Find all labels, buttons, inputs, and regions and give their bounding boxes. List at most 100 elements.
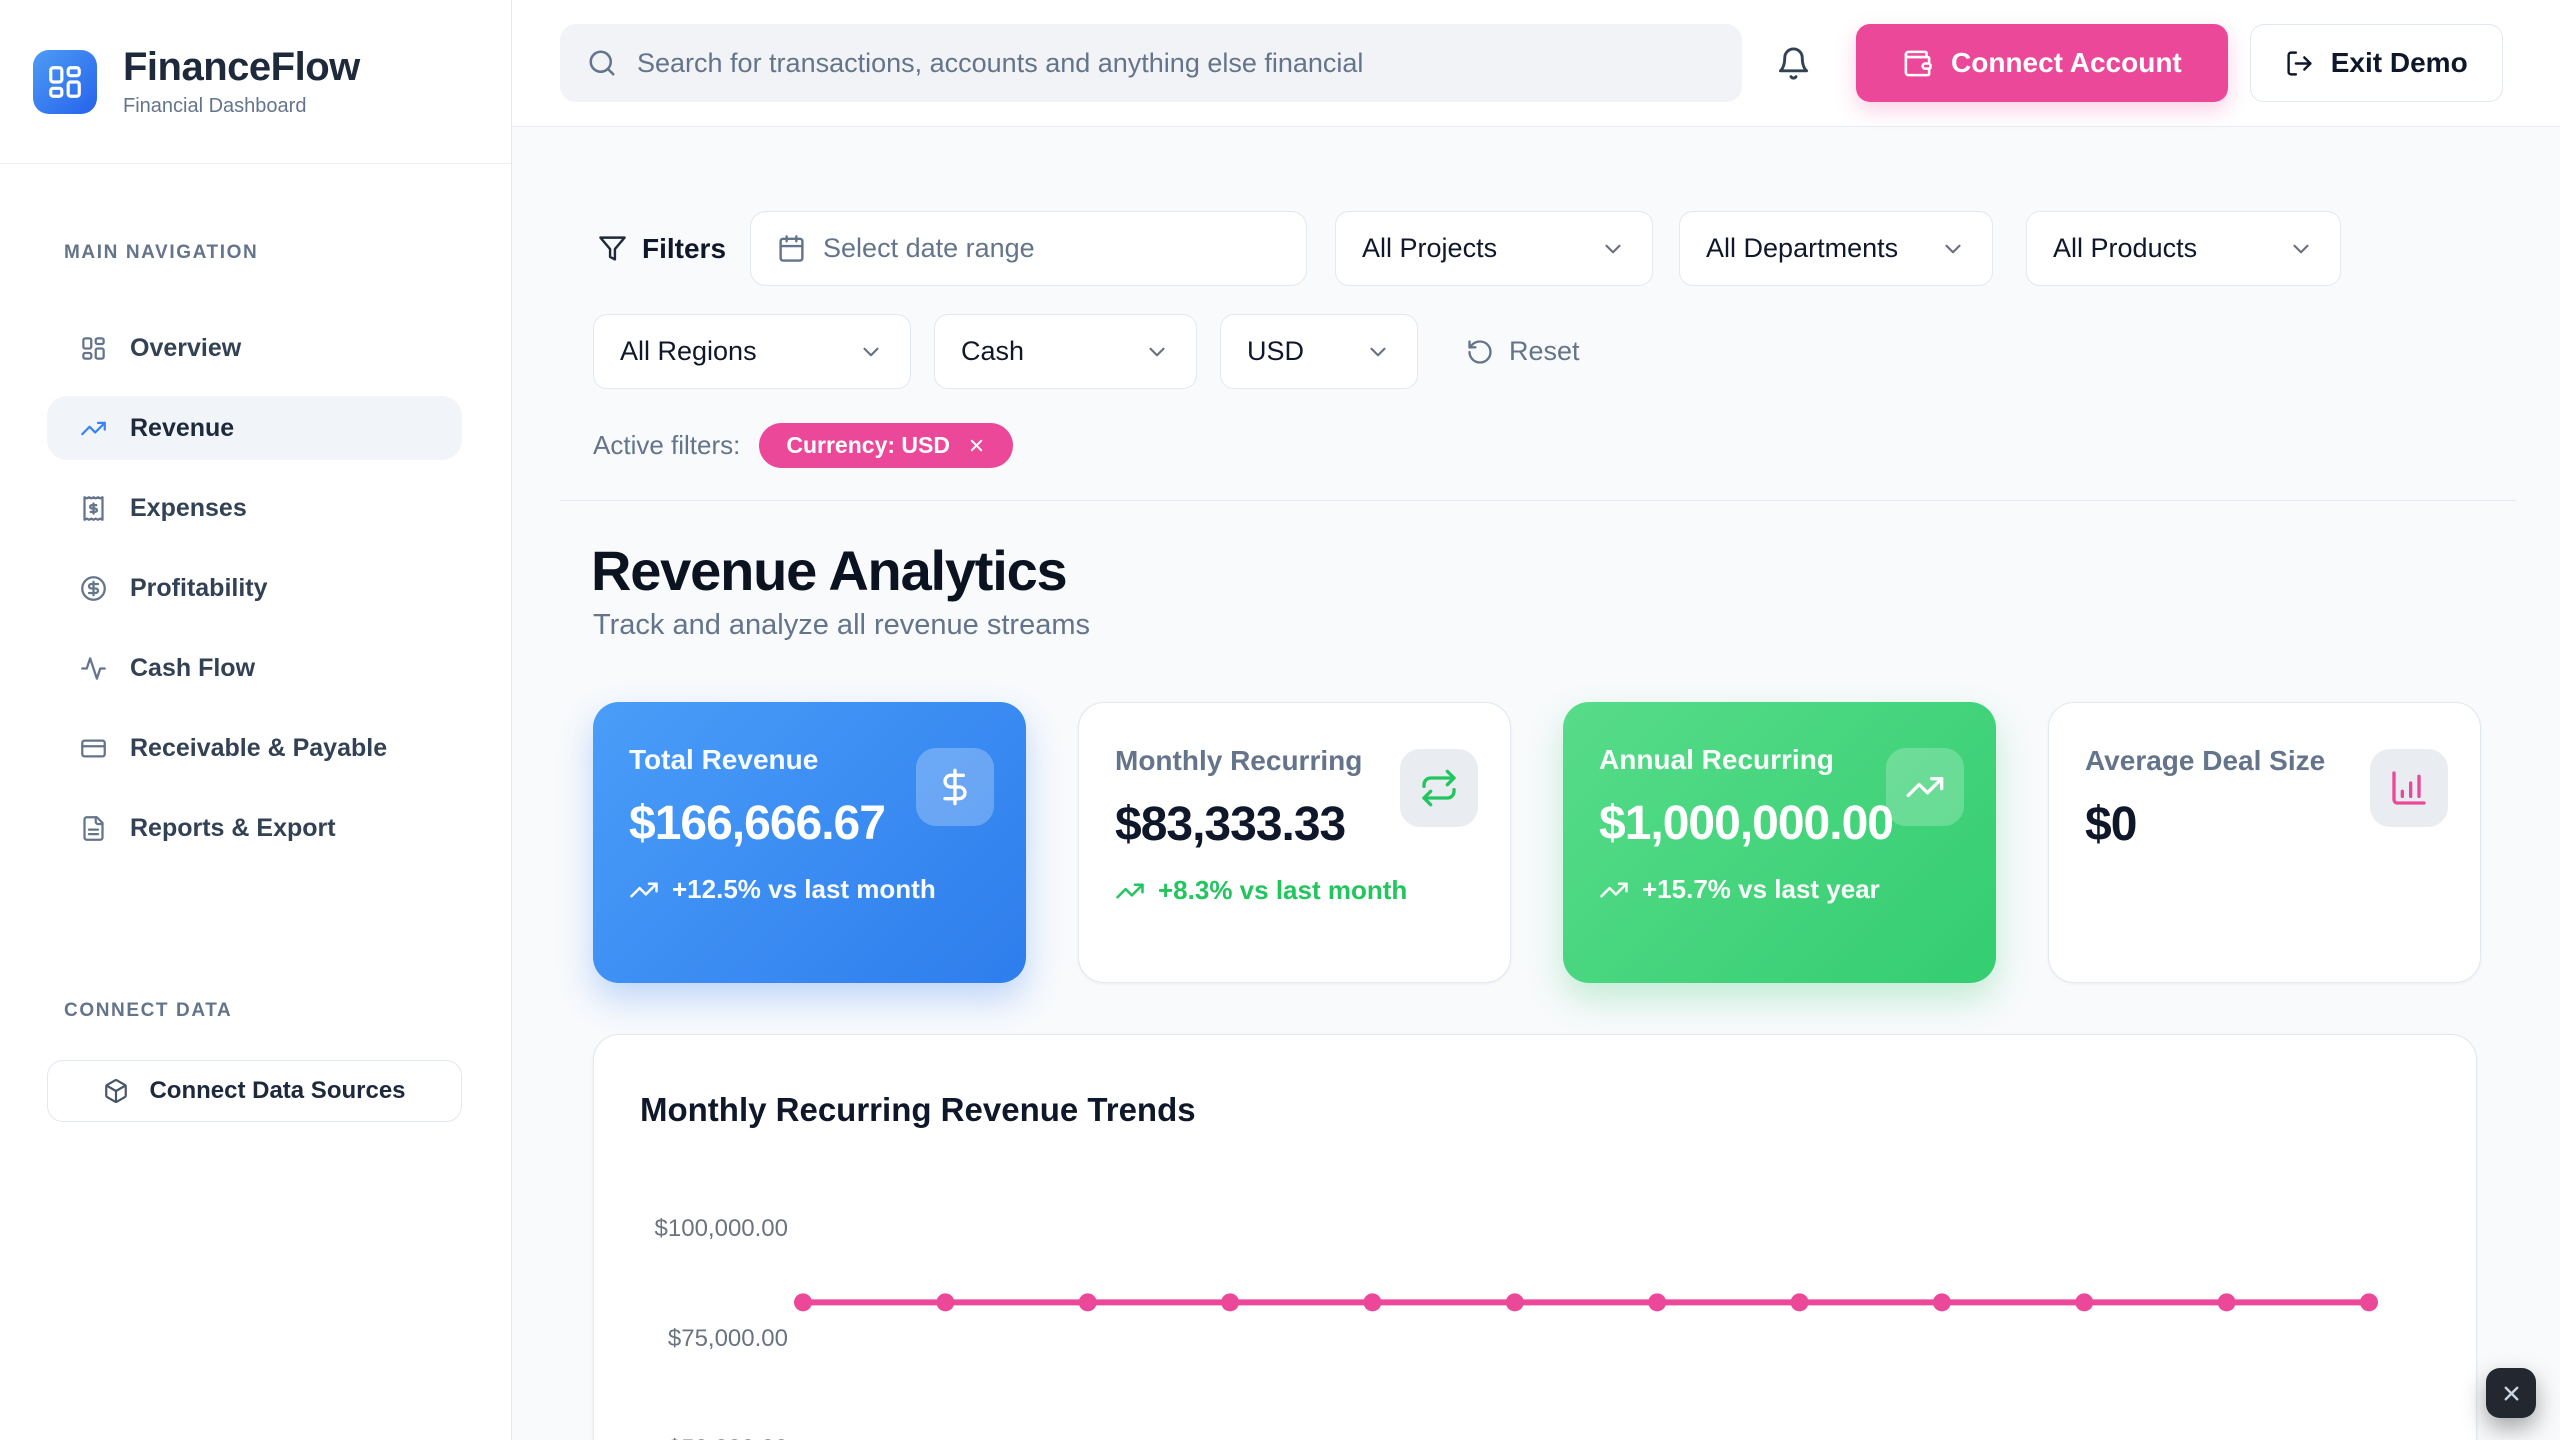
date-range-field bbox=[750, 211, 1308, 286]
projects-filter-value: All Projects bbox=[1362, 233, 1498, 263]
data-point[interactable] bbox=[936, 1293, 955, 1312]
filters-label: Filters bbox=[642, 232, 727, 264]
wallet-icon bbox=[1904, 50, 1932, 76]
projects-filter-select[interactable]: All Projects bbox=[1335, 211, 1654, 286]
data-point[interactable] bbox=[2360, 1293, 2378, 1312]
package-icon bbox=[105, 1079, 128, 1103]
calendar-icon bbox=[779, 235, 804, 262]
sidebar-item-expenses[interactable]: Expenses bbox=[47, 476, 462, 540]
sidebar-item-revenue[interactable]: Revenue bbox=[47, 396, 462, 460]
stat-cards-row: Total Revenue $166,666.67 +12.5% vs last… bbox=[593, 702, 2516, 984]
regions-filter-select[interactable]: All Regions bbox=[593, 314, 911, 389]
sidebar-item-label: Reports & Export bbox=[130, 813, 336, 842]
page-subtitle: Track and analyze all revenue streams bbox=[593, 609, 1090, 642]
reset-filters-button[interactable]: Reset bbox=[1466, 336, 1580, 367]
chevron-down-icon bbox=[1370, 347, 1386, 356]
bar-chart-icon bbox=[2370, 749, 2448, 828]
chevron-down-icon bbox=[2293, 244, 2309, 253]
currency-filter-select[interactable]: USD bbox=[1220, 314, 1418, 389]
notifications-button[interactable] bbox=[1768, 38, 1818, 88]
products-filter-select[interactable]: All Products bbox=[2026, 211, 2342, 286]
method-filter-select[interactable]: Cash bbox=[934, 314, 1197, 389]
close-icon bbox=[2504, 1386, 2518, 1400]
sidebar-item-cash-flow[interactable]: Cash Flow bbox=[47, 636, 462, 700]
sidebar-item-label: Overview bbox=[130, 333, 242, 362]
top-bar: Connect Account Exit Demo bbox=[512, 0, 2560, 127]
stat-card-total-revenue: Total Revenue $166,666.67 +12.5% vs last… bbox=[593, 702, 1026, 984]
products-filter-value: All Products bbox=[2053, 233, 2198, 263]
data-point[interactable] bbox=[1932, 1293, 1951, 1312]
sidebar-item-receivable-payable[interactable]: Receivable & Payable bbox=[47, 716, 462, 780]
exit-demo-button[interactable]: Exit Demo bbox=[2249, 24, 2503, 102]
chip-label: Currency: USD bbox=[786, 432, 950, 458]
rotate-ccw-icon bbox=[1468, 339, 1492, 364]
app-title: FinanceFlow bbox=[123, 45, 360, 89]
main-navigation: Overview Revenue Expenses Profitability … bbox=[0, 316, 511, 860]
connect-account-label: Connect Account bbox=[1951, 47, 2182, 78]
section-divider bbox=[560, 500, 2516, 501]
chevron-down-icon bbox=[1605, 244, 1621, 253]
app-logo-icon bbox=[33, 49, 97, 114]
stat-card-monthly-recurring: Monthly Recurring $83,333.33 +8.3% vs la… bbox=[1078, 702, 1511, 984]
data-point[interactable] bbox=[1078, 1293, 1097, 1312]
brand: FinanceFlow Financial Dashboard bbox=[0, 0, 511, 164]
search-bar bbox=[560, 24, 1742, 102]
date-range-input[interactable] bbox=[823, 233, 1281, 264]
active-filters-row: Active filters: Currency: USD bbox=[593, 423, 2516, 468]
data-point[interactable] bbox=[2217, 1293, 2236, 1312]
repeat-icon bbox=[1400, 749, 1478, 828]
filters-header: Filters bbox=[598, 233, 726, 265]
sidebar: FinanceFlow Financial Dashboard MAIN NAV… bbox=[0, 0, 512, 1440]
stat-card-value: $0 bbox=[2085, 798, 2137, 852]
active-filter-chip[interactable]: Currency: USD bbox=[759, 423, 1013, 468]
sidebar-item-reports-export[interactable]: Reports & Export bbox=[47, 796, 462, 860]
currency-filter-value: USD bbox=[1247, 336, 1305, 366]
data-point[interactable] bbox=[1505, 1293, 1524, 1312]
exit-demo-label: Exit Demo bbox=[2330, 47, 2468, 78]
data-point[interactable] bbox=[1221, 1293, 1240, 1312]
stat-card-change: +12.5% vs last month bbox=[629, 873, 990, 906]
data-point[interactable] bbox=[1790, 1293, 1809, 1312]
connect-account-button[interactable]: Connect Account bbox=[1856, 24, 2228, 102]
filters-row-1: Filters All Projects All Departments All… bbox=[598, 211, 2516, 286]
sidebar-item-label: Profitability bbox=[130, 573, 268, 602]
trending-up-icon bbox=[1886, 748, 1964, 827]
activity-icon bbox=[80, 655, 107, 682]
funnel-icon bbox=[599, 236, 626, 261]
data-point[interactable] bbox=[1363, 1293, 1382, 1312]
stat-card-change: +8.3% vs last month bbox=[1115, 874, 1474, 907]
search-input[interactable] bbox=[637, 47, 1715, 79]
data-point[interactable] bbox=[794, 1293, 812, 1312]
data-point[interactable] bbox=[1648, 1293, 1667, 1312]
content: Filters All Projects All Departments All… bbox=[512, 127, 2560, 1440]
connect-data-sources-button[interactable]: Connect Data Sources bbox=[47, 1060, 462, 1122]
method-filter-value: Cash bbox=[961, 336, 1025, 366]
y-axis-tick: $50,000.00 bbox=[606, 1433, 788, 1440]
chip-remove-icon[interactable] bbox=[967, 436, 986, 455]
chevron-down-icon bbox=[863, 347, 879, 356]
regions-filter-value: All Regions bbox=[620, 336, 757, 366]
chevron-down-icon bbox=[1945, 244, 1961, 253]
connect-section-label: CONNECT DATA bbox=[64, 1000, 233, 1021]
sidebar-item-overview[interactable]: Overview bbox=[47, 316, 462, 380]
mrr-trends-chart-card: Monthly Recurring Revenue Trends $100,00… bbox=[593, 1034, 2477, 1440]
line-chart: $100,000.00 $75,000.00 $50,000.00 bbox=[594, 1035, 2476, 1440]
sidebar-item-profitability[interactable]: Profitability bbox=[47, 556, 462, 620]
dollar-sign-icon bbox=[916, 748, 994, 827]
data-point[interactable] bbox=[2075, 1293, 2094, 1312]
reset-label: Reset bbox=[1509, 336, 1580, 366]
sidebar-item-label: Cash Flow bbox=[130, 653, 256, 682]
trending-up-icon bbox=[1116, 883, 1144, 899]
chart-title: Monthly Recurring Revenue Trends bbox=[640, 1091, 1196, 1129]
departments-filter-select[interactable]: All Departments bbox=[1679, 211, 1994, 286]
floating-close-button[interactable] bbox=[2486, 1368, 2536, 1418]
stat-card-value: $1,000,000.00 bbox=[1599, 797, 1894, 851]
main-area: Connect Account Exit Demo Filters All P bbox=[512, 0, 2560, 1440]
stat-card-annual-recurring: Annual Recurring $1,000,000.00 +15.7% vs… bbox=[1563, 702, 1996, 984]
trending-up-icon bbox=[80, 415, 107, 442]
stat-card-value: $83,333.33 bbox=[1115, 798, 1346, 852]
stat-card-value: $166,666.67 bbox=[629, 797, 886, 851]
page-title: Revenue Analytics bbox=[591, 539, 1068, 602]
stat-card-change: +15.7% vs last year bbox=[1599, 873, 1960, 906]
